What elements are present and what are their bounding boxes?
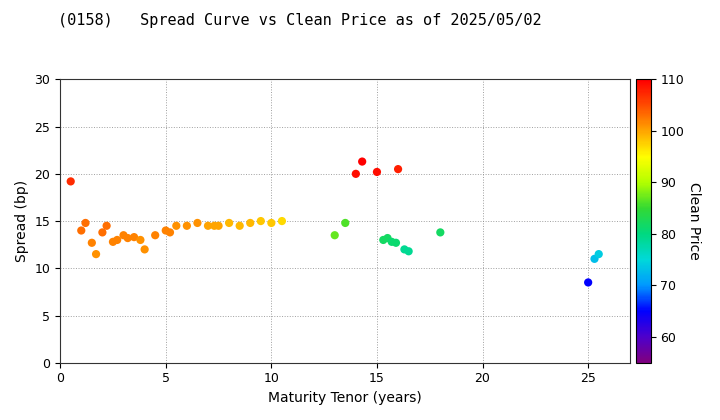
Point [80,220,91,226]
Point [582,279,594,286]
Point [589,255,600,262]
Point [135,236,146,243]
Point [382,235,393,242]
Point [255,218,266,224]
Point [122,235,133,242]
Point [245,220,256,226]
Point [223,220,235,226]
Point [403,248,415,255]
Point [101,223,112,229]
Point [139,246,150,253]
Point [181,223,193,229]
Point [356,158,368,165]
Point [372,168,383,175]
Point [390,239,402,246]
Point [192,220,203,226]
Text: (0158)   Spread Curve vs Clean Price as of 2025/05/02: (0158) Spread Curve vs Clean Price as of… [58,13,541,28]
Point [90,251,102,257]
Point [213,223,225,229]
Point [209,223,220,229]
Point [107,239,119,245]
Point [350,171,361,177]
X-axis label: Maturity Tenor (years): Maturity Tenor (years) [269,391,422,405]
Point [128,234,140,241]
Point [392,166,404,173]
Point [234,223,246,229]
Y-axis label: Clean Price: Clean Price [687,182,701,260]
Point [329,232,341,239]
Point [276,218,288,224]
Point [171,223,182,229]
Point [266,220,277,226]
Point [377,236,389,243]
Point [118,232,130,239]
Point [340,220,351,226]
Point [76,227,87,234]
Point [593,251,605,257]
Point [160,227,171,234]
Point [164,229,176,236]
Point [86,239,98,246]
Point [435,229,446,236]
Point [386,239,397,245]
Point [202,223,214,229]
Point [150,232,161,239]
Point [399,246,410,253]
Point [65,178,76,185]
Point [96,229,108,236]
Point [112,236,123,243]
Y-axis label: Spread (bp): Spread (bp) [15,180,29,262]
